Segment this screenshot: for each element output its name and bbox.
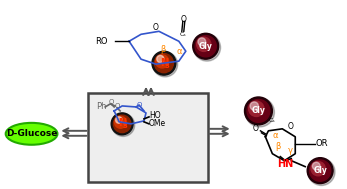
Text: O: O: [287, 122, 293, 131]
Circle shape: [245, 97, 272, 125]
Text: HN: HN: [277, 159, 294, 169]
Circle shape: [312, 162, 320, 170]
Text: O: O: [181, 15, 187, 24]
Text: α: α: [176, 47, 181, 56]
Text: α: α: [273, 131, 278, 140]
Circle shape: [116, 117, 122, 123]
Circle shape: [250, 102, 259, 110]
Text: Gly: Gly: [199, 42, 213, 51]
Circle shape: [245, 98, 274, 127]
Circle shape: [311, 162, 325, 176]
Circle shape: [111, 113, 133, 135]
FancyBboxPatch shape: [88, 93, 208, 182]
Circle shape: [197, 37, 211, 51]
Circle shape: [113, 115, 131, 133]
Circle shape: [157, 55, 164, 63]
Text: O: O: [109, 99, 114, 105]
Text: Gly: Gly: [313, 166, 327, 175]
Text: Gly: Gly: [252, 106, 265, 115]
Circle shape: [152, 51, 176, 75]
Text: Cₛ: Cₛ: [269, 118, 276, 123]
Text: D-Glucose: D-Glucose: [6, 129, 57, 138]
Text: Ph: Ph: [96, 102, 107, 112]
Circle shape: [195, 36, 216, 57]
Circle shape: [249, 101, 264, 116]
Text: Cₛ: Cₛ: [179, 32, 186, 37]
Text: OMe: OMe: [149, 119, 166, 128]
Text: O: O: [253, 124, 259, 133]
Circle shape: [112, 113, 135, 136]
Text: O: O: [153, 23, 159, 32]
Text: O: O: [115, 103, 120, 109]
Circle shape: [247, 99, 270, 122]
Text: β: β: [160, 45, 166, 54]
Text: 3: 3: [165, 63, 170, 69]
Circle shape: [153, 52, 178, 77]
Text: γ: γ: [288, 146, 293, 155]
Text: β: β: [276, 142, 281, 151]
Circle shape: [154, 54, 174, 73]
Circle shape: [310, 160, 331, 181]
Circle shape: [307, 158, 333, 184]
Text: OR: OR: [315, 139, 328, 148]
Circle shape: [193, 33, 219, 59]
Text: N: N: [160, 58, 168, 67]
Circle shape: [308, 158, 335, 185]
Text: RO: RO: [95, 37, 108, 46]
Text: O: O: [136, 102, 142, 108]
Circle shape: [155, 55, 169, 68]
Text: 3: 3: [123, 123, 128, 129]
Ellipse shape: [6, 123, 58, 145]
Text: HO: HO: [149, 111, 161, 120]
Circle shape: [115, 116, 127, 128]
Circle shape: [198, 38, 206, 46]
Text: N: N: [118, 118, 126, 128]
Circle shape: [193, 34, 221, 61]
